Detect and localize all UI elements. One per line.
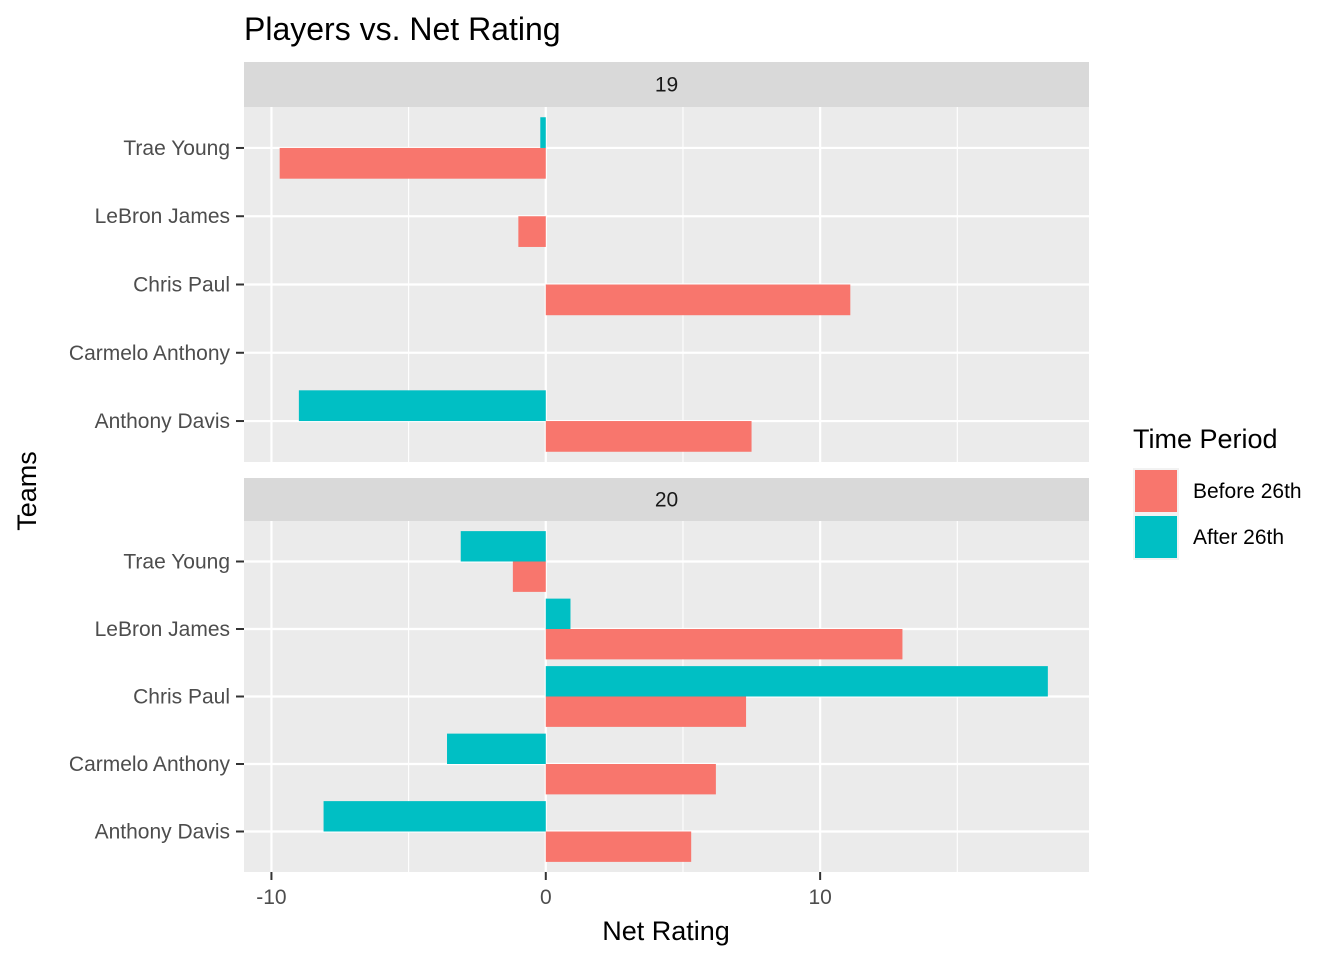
bar-20-trae-young-after-26th [460,531,546,562]
bar-20-anthony-davis-after-26th [323,801,546,832]
y-tick-label-anthony-davis: Anthony Davis [95,410,230,433]
x-axis: -10 0 10 [256,872,832,909]
bar-19-chris-paul-before-26th [545,284,851,316]
y-tick-label-anthony-davis: Anthony Davis [95,821,230,844]
bar-19-trae-young-before-26th [279,147,546,179]
legend-swatch-before-26th [1135,470,1177,512]
facet-strip-label: 19 [655,74,678,97]
bar-19-anthony-davis-after-26th [298,390,546,422]
facet-panels: 19 Trae Young LeBron James Chris Paul Carmel… [69,62,1089,872]
facet-panel-19: 19 Trae Young LeBron James Chris Paul Carmel… [69,62,1089,462]
chart-title: Players vs. Net Rating [244,11,561,47]
bar-20-trae-young-before-26th [512,561,546,592]
y-tick-label-chris-paul: Chris Paul [133,686,230,709]
facet-strip-label: 20 [655,489,678,512]
x-tick-label: -10 [256,886,286,909]
bar-20-carmelo-anthony-after-26th [447,733,546,764]
bar-19-lebron-james-before-26th [518,216,546,247]
x-axis-label: Net Rating [602,916,730,946]
bar-20-lebron-james-before-26th [545,629,903,660]
x-tick-label: 10 [808,886,831,909]
y-tick-label-trae-young: Trae Young [123,137,230,160]
legend-label-after-26th: After 26th [1193,526,1284,549]
bar-20-chris-paul-before-26th [545,696,747,727]
legend-label-before-26th: Before 26th [1193,480,1302,503]
y-tick-label-lebron-james: LeBron James [95,618,230,641]
facet-panel-20: 20 Trae Young LeBron James Chris Paul Carmel… [69,478,1089,872]
facet-strip [244,478,1089,521]
y-tick-label-chris-paul: Chris Paul [133,274,230,297]
bar-20-anthony-davis-before-26th [545,831,692,862]
bar-20-lebron-james-after-26th [545,598,571,629]
y-axis-label: Teams [12,451,42,531]
legend-items: Before 26th After 26th [1133,468,1302,560]
x-tick-label: 0 [540,886,552,909]
legend-title: Time Period [1133,424,1278,454]
bar-19-trae-young-after-26th [540,117,546,148]
legend: Time Period Before 26th After 26th [1133,424,1302,560]
legend-swatch-after-26th [1135,516,1177,558]
bar-20-chris-paul-after-26th [545,666,1048,697]
y-tick-label-lebron-james: LeBron James [95,205,230,228]
y-tick-label-trae-young: Trae Young [123,551,230,574]
y-tick-label-carmelo-anthony: Carmelo Anthony [69,753,231,776]
facet-strip [244,62,1089,107]
bar-20-carmelo-anthony-before-26th [545,764,716,795]
bar-19-anthony-davis-before-26th [545,421,752,452]
y-tick-label-carmelo-anthony: Carmelo Anthony [69,342,231,365]
